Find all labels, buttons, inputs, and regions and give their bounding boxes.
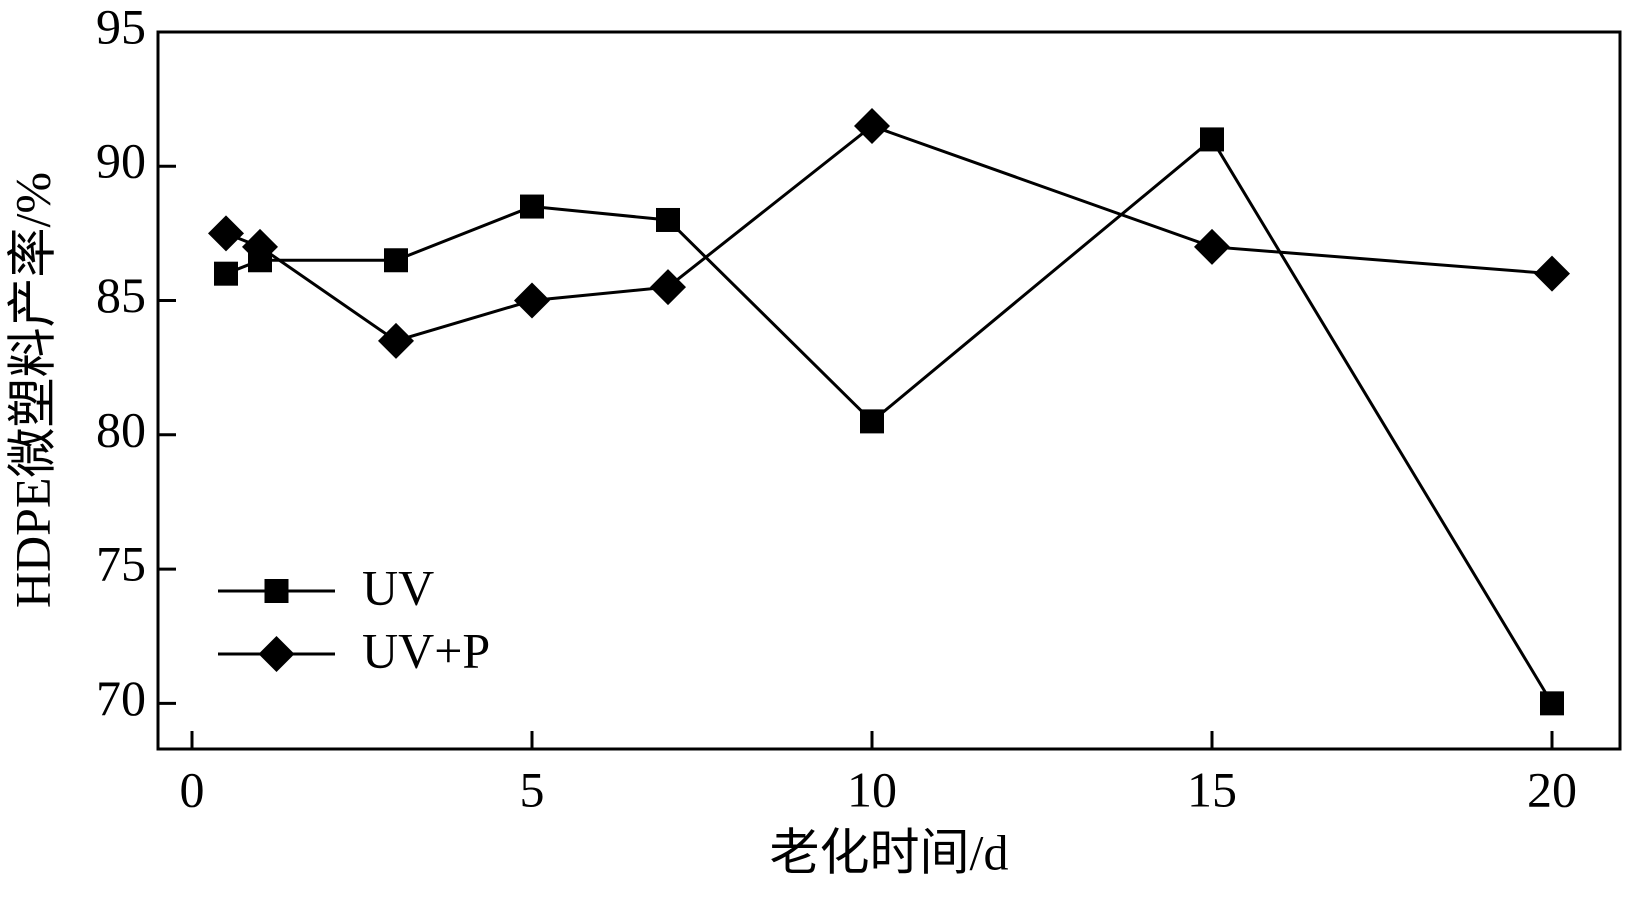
marker — [1200, 127, 1224, 152]
y-tick-label: 95 — [96, 0, 146, 54]
y-tick-label: 70 — [96, 670, 146, 726]
y-tick-label: 90 — [96, 133, 146, 189]
marker — [1534, 255, 1570, 292]
marker — [1194, 228, 1230, 265]
marker — [242, 228, 278, 265]
marker — [514, 282, 550, 319]
x-tick-label: 5 — [520, 761, 545, 817]
legend-label: UV — [362, 559, 434, 615]
marker — [656, 207, 680, 232]
legend-marker — [258, 636, 295, 672]
plot-frame — [156, 30, 1622, 751]
marker — [860, 409, 884, 434]
x-tick-label: 15 — [1187, 761, 1237, 817]
series-line — [225, 137, 1554, 705]
x-tick-label: 10 — [847, 761, 897, 817]
y-tick-label: 75 — [96, 536, 146, 592]
marker — [1540, 691, 1564, 716]
marker — [384, 248, 408, 273]
legend-label: UV+P — [362, 622, 490, 678]
marker — [650, 269, 686, 306]
x-tick-label: 20 — [1527, 761, 1577, 817]
marker — [378, 322, 414, 359]
x-tick-label: 0 — [180, 761, 205, 817]
y-tick-label: 80 — [96, 401, 146, 457]
marker — [854, 107, 890, 144]
marker — [214, 261, 238, 286]
x-axis-label: 老化时间/d — [770, 824, 1009, 880]
series-line — [225, 124, 1553, 343]
marker — [208, 215, 244, 252]
y-axis-label: HDPE微塑料产率/% — [4, 172, 60, 608]
legend-marker — [264, 579, 289, 603]
marker — [520, 194, 544, 219]
y-tick-label: 85 — [96, 267, 146, 323]
